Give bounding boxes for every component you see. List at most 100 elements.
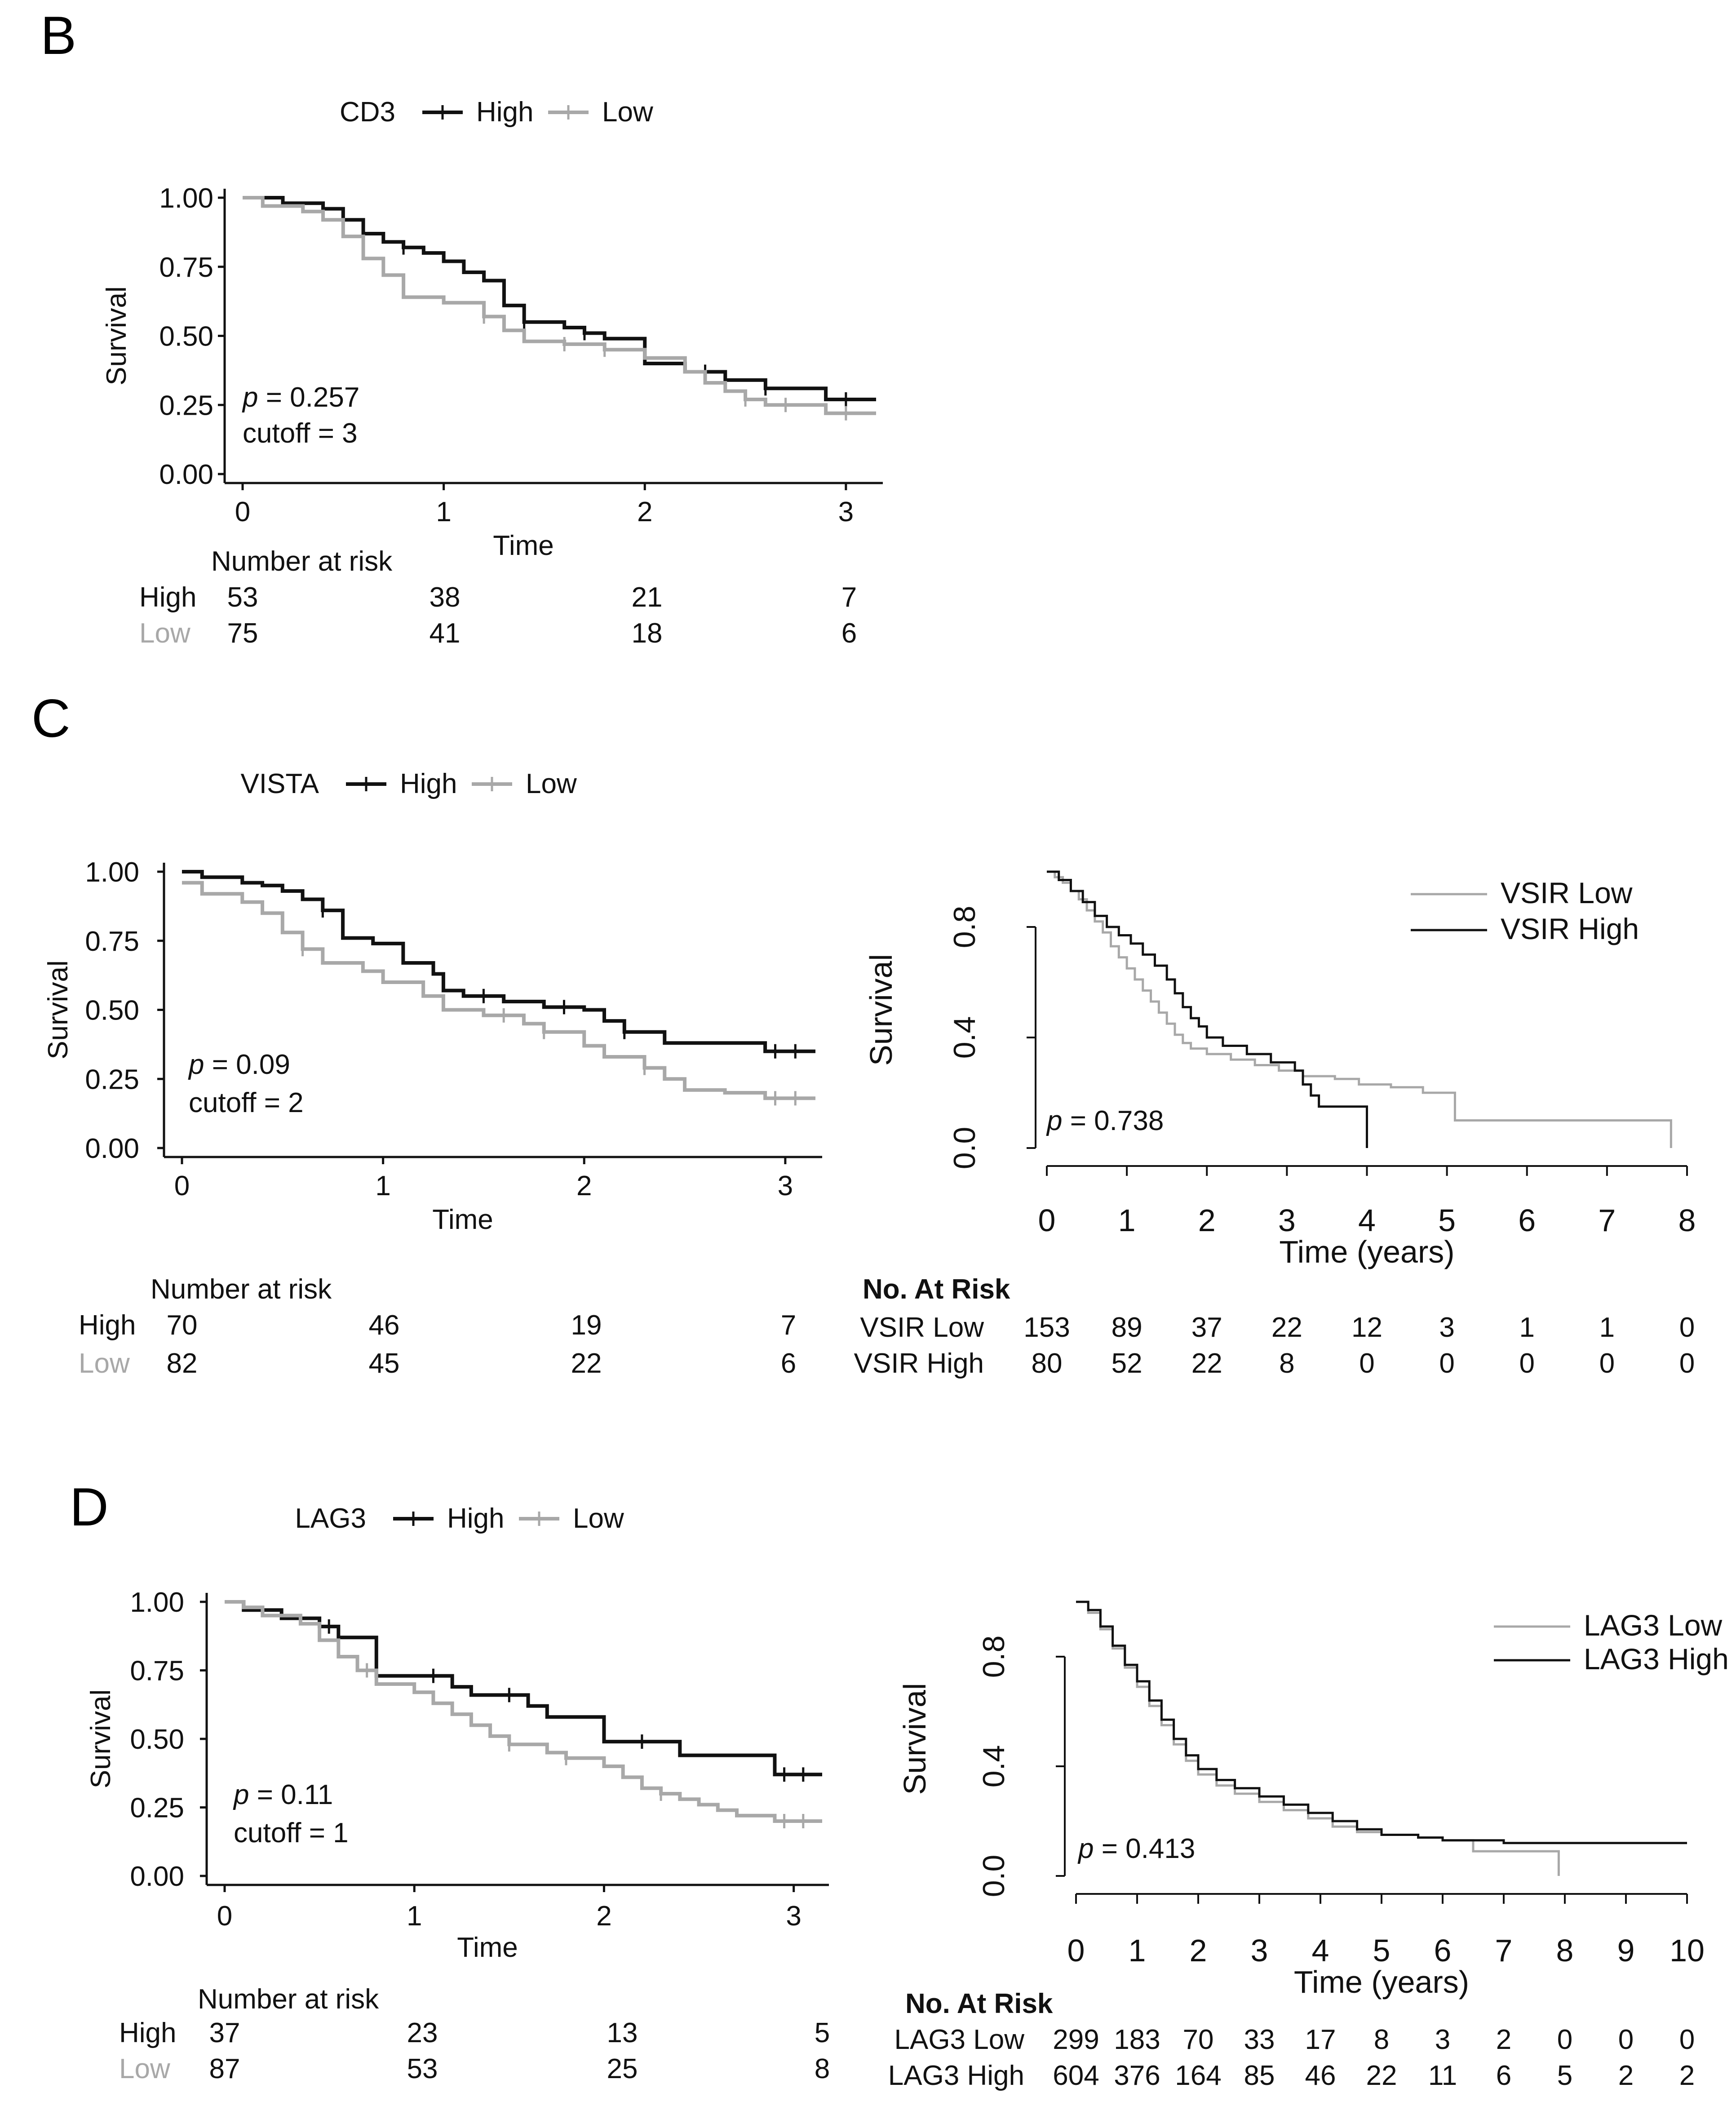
risk-cell: 22	[1191, 1348, 1222, 1379]
survival-curve-high	[225, 1600, 822, 1777]
x-tick-label: 1	[1129, 1933, 1146, 1968]
x-tick-label: 6	[1518, 1203, 1536, 1238]
risk-cell: 87	[209, 2053, 240, 2084]
x-tick-label: 5	[1438, 1203, 1456, 1238]
risk-cell: 1	[1599, 1312, 1615, 1343]
p-value-text: p = 0.09	[188, 1049, 290, 1080]
risk-cell: 0	[1679, 1348, 1695, 1379]
legend-label: Low	[602, 97, 653, 128]
risk-cell: 25	[607, 2053, 638, 2084]
chart-vista: 0.00 0.25 0.50 0.75 1.00 0 1 2 3 Time Survival VIST…	[43, 768, 822, 1379]
risk-cell: 0	[1618, 2024, 1634, 2055]
risk-cell: 8	[1374, 2024, 1389, 2055]
panel-label-b: B	[40, 5, 76, 66]
risk-table-title: Number at risk	[198, 1984, 379, 2015]
risk-cell: 0	[1557, 2024, 1572, 2055]
x-tick-label: 2	[637, 497, 652, 528]
x-tick-label: 5	[1373, 1933, 1391, 1968]
survival-curve-lag3-high	[1076, 1600, 1687, 1844]
risk-cell: 45	[369, 1348, 400, 1379]
y-tick-label: 0.00	[130, 1861, 184, 1892]
cutoff-text: cutoff = 1	[234, 1818, 349, 1849]
p-value: = 0.11	[249, 1779, 333, 1810]
risk-cell: 8	[815, 2053, 830, 2084]
risk-row-label: High	[119, 2017, 177, 2048]
x-tick-label: 7	[1495, 1933, 1513, 1968]
p-value-text: p = 0.11	[233, 1779, 333, 1810]
x-axis-title: Time	[493, 530, 554, 561]
x-tick-label: 0	[217, 1901, 232, 1932]
y-axis-title: Survival	[85, 1689, 116, 1789]
risk-cell: 53	[407, 2053, 438, 2084]
p-symbol: p	[233, 1779, 249, 1810]
x-tick-label: 0	[1038, 1203, 1056, 1238]
risk-cell: 7	[781, 1310, 796, 1341]
risk-cell: 183	[1114, 2024, 1160, 2055]
x-tick-label: 2	[1198, 1203, 1216, 1238]
x-tick-label: 10	[1670, 1933, 1705, 1968]
risk-cell: 21	[632, 582, 663, 613]
p-value: = 0.257	[258, 382, 359, 413]
x-tick-label: 3	[786, 1901, 801, 1932]
legend-title: CD3	[340, 97, 395, 128]
x-tick-label: 6	[1434, 1933, 1452, 1968]
y-tick-label: 1.00	[85, 857, 139, 888]
risk-cell: 52	[1112, 1348, 1143, 1379]
risk-cell: 82	[167, 1348, 198, 1379]
p-value-text: p = 0.738	[1046, 1105, 1164, 1136]
y-axis-title: Survival	[897, 1683, 932, 1795]
risk-row-label: High	[79, 1310, 136, 1341]
risk-table-title: Number at risk	[151, 1274, 332, 1305]
p-symbol: p	[242, 382, 258, 413]
y-tick-label: 0.0	[977, 1855, 1011, 1897]
x-axis-title: Time	[457, 1932, 518, 1963]
x-tick-label: 7	[1598, 1203, 1616, 1238]
risk-cell: 0	[1359, 1348, 1374, 1379]
risk-cell: 22	[1271, 1312, 1302, 1343]
x-tick-label: 2	[576, 1170, 592, 1201]
risk-cell: 46	[369, 1310, 400, 1341]
survival-curve-high	[182, 870, 815, 1053]
p-symbol: p	[1077, 1833, 1094, 1864]
risk-table-title: No. At Risk	[905, 1988, 1053, 2019]
legend-label: High	[400, 768, 457, 799]
risk-cell: 17	[1305, 2024, 1336, 2055]
y-tick-label: 0.25	[85, 1064, 139, 1095]
x-tick-label: 8	[1556, 1933, 1574, 1968]
chart-cd3: 0.00 0.25 0.50 0.75 1.00 0 1 2 3 Time Survival CD3 H…	[101, 97, 883, 649]
x-tick-label: 2	[1190, 1933, 1207, 1968]
chart-lag3-years: 0.0 0.4 0.8 0 1 2 3 4 5 6 7 8 9 10 Time (years) Surviva…	[888, 1600, 1729, 2091]
risk-cell: 80	[1032, 1348, 1063, 1379]
y-tick-label: 0.75	[130, 1656, 184, 1687]
x-tick-label: 3	[838, 497, 854, 528]
risk-cell: 2	[1679, 2060, 1695, 2091]
risk-cell: 0	[1679, 2024, 1695, 2055]
risk-cell: 3	[1435, 2024, 1450, 2055]
y-tick-label: 0.4	[948, 1016, 982, 1059]
chart-lag3: 0.000.250.500.751.000 1 2 3TimeSurvivalLAG3…	[85, 1503, 830, 2084]
risk-cell: 299	[1053, 2024, 1099, 2055]
risk-table-title: Number at risk	[211, 546, 393, 577]
risk-row-label: Low	[119, 2053, 170, 2084]
x-tick-label: 4	[1358, 1203, 1376, 1238]
legend-label: LAG3 Low	[1584, 1609, 1723, 1642]
cutoff-text: cutoff = 3	[243, 418, 358, 449]
survival-curve-low	[182, 881, 815, 1100]
risk-row-label: VSIR Low	[860, 1312, 984, 1343]
risk-cell: 38	[430, 582, 461, 613]
x-tick-label: 8	[1678, 1203, 1696, 1238]
risk-cell: 46	[1305, 2060, 1336, 2091]
risk-cell: 7	[841, 582, 857, 613]
p-value: = 0.413	[1094, 1833, 1195, 1864]
p-value: = 0.09	[204, 1049, 290, 1080]
risk-cell: 12	[1351, 1312, 1382, 1343]
risk-cell: 3	[1439, 1312, 1454, 1343]
y-tick-label: 0.25	[130, 1793, 184, 1824]
p-value: = 0.738	[1062, 1105, 1164, 1136]
x-axis-title: Time (years)	[1279, 1234, 1454, 1269]
x-tick-label: 3	[778, 1170, 793, 1201]
y-tick-label: 0.4	[977, 1745, 1011, 1788]
risk-cell: 75	[227, 618, 258, 649]
risk-cell: 53	[227, 582, 258, 613]
